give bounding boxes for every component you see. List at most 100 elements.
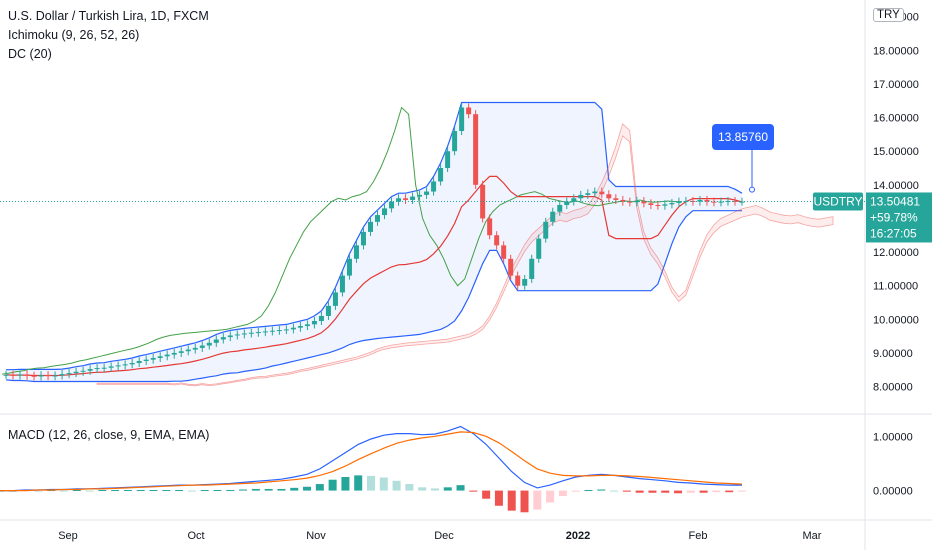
macd-histogram-bar (303, 486, 312, 491)
candle (550, 211, 556, 222)
candle (157, 356, 163, 358)
candle (45, 375, 51, 377)
candle (66, 373, 72, 375)
candle (592, 191, 598, 194)
candle (136, 361, 142, 364)
candle (697, 199, 703, 202)
donchian-lower (5, 210, 742, 383)
candle (3, 374, 9, 376)
price-tick-label: 17.00000 (873, 79, 919, 91)
candle (143, 359, 149, 361)
candle (571, 198, 577, 202)
macd-histogram-bar (494, 490, 503, 506)
macd-histogram-bar (661, 490, 670, 493)
macd-histogram-bar (328, 479, 337, 491)
candle (655, 205, 661, 206)
candle (585, 193, 591, 195)
macd-histogram-bar (277, 488, 286, 491)
candle (185, 349, 191, 352)
candle (718, 201, 724, 203)
candle (248, 332, 254, 334)
time-tick-label: Sep (58, 530, 78, 542)
macd-histogram-bar (712, 490, 721, 493)
currency-badge[interactable]: TRY (873, 8, 904, 22)
callout-value: 13.85760 (718, 130, 768, 144)
macd-histogram-bar (290, 487, 299, 491)
candle (115, 365, 121, 367)
macd-histogram-bar (558, 490, 567, 496)
candle (178, 351, 184, 353)
candle (732, 200, 738, 202)
macd-histogram-bar (648, 490, 657, 493)
candle (739, 201, 745, 203)
candle (297, 326, 303, 328)
macd-histogram-bar (456, 485, 465, 491)
macd-histogram-bar (622, 490, 631, 492)
macd-histogram-bar (213, 490, 222, 492)
macd-legend[interactable]: MACD (12, 26, close, 9, EMA, EMA) (8, 428, 210, 442)
candle (17, 374, 23, 376)
candle (304, 324, 310, 327)
price-tick-label: 11.00000 (873, 281, 918, 293)
time-tick-label: 2022 (566, 530, 590, 542)
candle (108, 366, 114, 368)
candle (683, 200, 689, 202)
candle (711, 201, 717, 203)
candle (445, 151, 451, 169)
macd-histogram-bar (354, 475, 363, 491)
candle (599, 191, 605, 195)
candle (206, 342, 212, 346)
macd-histogram-bar (584, 490, 593, 492)
last-price: 13.50481 (870, 194, 920, 208)
macd-histogram-bar (239, 489, 248, 491)
candle (262, 331, 268, 333)
candle (487, 218, 493, 236)
candle (536, 238, 542, 259)
candle (31, 375, 37, 377)
macd-histogram-bar (149, 490, 158, 492)
ichimoku-legend[interactable]: Ichimoku (9, 26, 52, 26) (8, 28, 140, 42)
time-tick-label: Nov (306, 530, 326, 542)
candle (234, 334, 240, 336)
macd-histogram-bar (520, 490, 529, 513)
candle (332, 292, 338, 306)
candle (431, 181, 437, 192)
macd-histogram-bar (699, 490, 708, 493)
macd-histogram-bar (162, 490, 171, 492)
candle (690, 200, 696, 202)
candle (725, 200, 731, 202)
candle (80, 370, 86, 372)
candle (564, 201, 570, 205)
callout-anchor (749, 186, 755, 193)
candle (417, 194, 423, 197)
candle (424, 191, 430, 195)
bar-countdown: 16:27:05 (870, 226, 917, 240)
time-tick-label: Mar (803, 530, 822, 542)
candle (410, 196, 416, 200)
ichimoku-cloud (96, 123, 834, 387)
macd-histogram-bar (34, 490, 43, 492)
candle (367, 221, 373, 232)
candle (375, 215, 381, 222)
time-tick-label: Dec (434, 530, 454, 542)
candle (704, 199, 710, 202)
candle (459, 107, 465, 132)
candle (501, 245, 507, 259)
donchian-upper (6, 101, 743, 371)
signal-line (0, 431, 743, 492)
price-tick-label: 10.00000 (873, 314, 919, 326)
macd-histogram-bar (597, 489, 606, 491)
macd-histogram-bar (674, 490, 683, 494)
macd-histogram-bar (379, 477, 388, 491)
candle (543, 221, 549, 239)
macd-tick-label: 1.00000 (873, 431, 913, 443)
macd-histogram-bar (98, 490, 107, 492)
donchian-legend[interactable]: DC (20) (8, 47, 52, 61)
candle (648, 203, 654, 205)
price-change: +59.78% (870, 210, 918, 224)
macd-histogram-bar (315, 484, 324, 491)
candle (353, 245, 359, 259)
candle (438, 168, 444, 182)
candle (164, 354, 170, 357)
